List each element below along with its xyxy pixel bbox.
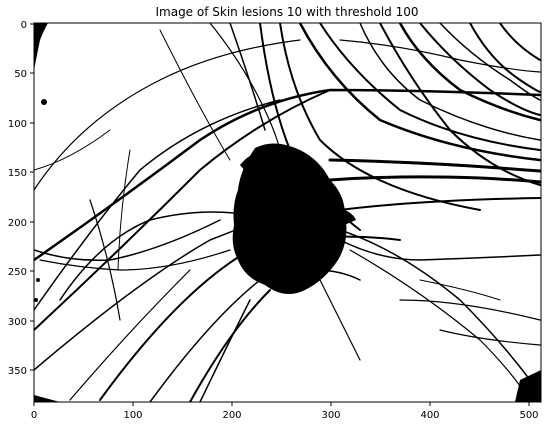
hair-strand (339, 229, 531, 381)
hair-strand (34, 219, 221, 262)
x-tick-label: 200 (222, 410, 241, 421)
image-frame (33, 22, 542, 403)
lesion-blob-edge (240, 152, 262, 172)
hair-strand (189, 289, 271, 402)
hair-strand (439, 329, 541, 346)
y-tick-label: 250 (8, 267, 27, 278)
x-tick-label: 400 (420, 410, 439, 421)
corner-speckle (515, 370, 541, 402)
hair-strand (229, 23, 266, 131)
hair-strand (298, 23, 541, 162)
y-tick-label: 150 (8, 168, 27, 179)
corner-speckle (36, 278, 40, 282)
lesion-blob-edge (330, 205, 356, 226)
hair-strand (34, 89, 331, 331)
corner-speckle (41, 99, 47, 105)
hair-strand (279, 23, 481, 211)
hair-strand (359, 23, 541, 141)
y-tick-label: 50 (14, 69, 27, 80)
hair-strand (339, 39, 541, 73)
x-tick-label: 500 (519, 410, 538, 421)
y-tick-label: 0 (21, 20, 27, 31)
lesion-blob (232, 143, 347, 294)
hair-strand (209, 23, 281, 151)
corner-speckle (34, 298, 38, 302)
y-axis: 0 50 100 150 200 250 300 350 (8, 20, 34, 377)
hair-strand (328, 158, 541, 173)
hair-strand (469, 23, 541, 93)
hair-strand (89, 199, 121, 321)
hair-strand (399, 299, 541, 321)
y-tick-label: 300 (8, 317, 27, 328)
hair-strand (199, 299, 251, 402)
hair-strand (319, 279, 361, 361)
hair-strand (117, 149, 131, 271)
hair-strand (328, 175, 541, 184)
y-tick-label: 200 (8, 218, 27, 229)
x-tick-label: 0 (31, 410, 37, 421)
hair-strand (339, 197, 541, 211)
hair-strand (439, 23, 541, 101)
hair-strand (319, 23, 541, 151)
hair-strand (159, 29, 231, 161)
hair-strand (349, 249, 531, 401)
x-tick-label: 300 (321, 410, 340, 421)
hair-strand (379, 23, 541, 186)
hair-strand (419, 279, 501, 301)
x-axis: 0 100 200 300 400 500 (31, 402, 539, 421)
hair-strand (499, 23, 541, 61)
corner-speckle (34, 395, 60, 402)
y-tick-label: 100 (8, 119, 27, 130)
hair-strand (419, 23, 541, 116)
x-tick-label: 100 (123, 410, 142, 421)
hair-strand (398, 23, 541, 122)
hair-strand (34, 129, 111, 171)
figure-title: Image of Skin lesions 10 with threshold … (155, 5, 418, 19)
hair-strand (34, 88, 541, 262)
hair-strand (69, 269, 191, 401)
y-tick-label: 350 (8, 366, 27, 377)
hair-strand (34, 39, 301, 191)
hair-strand (339, 239, 541, 261)
thresholded-image (34, 23, 541, 402)
hair-strand (39, 249, 231, 271)
corner-speckle (34, 23, 48, 70)
